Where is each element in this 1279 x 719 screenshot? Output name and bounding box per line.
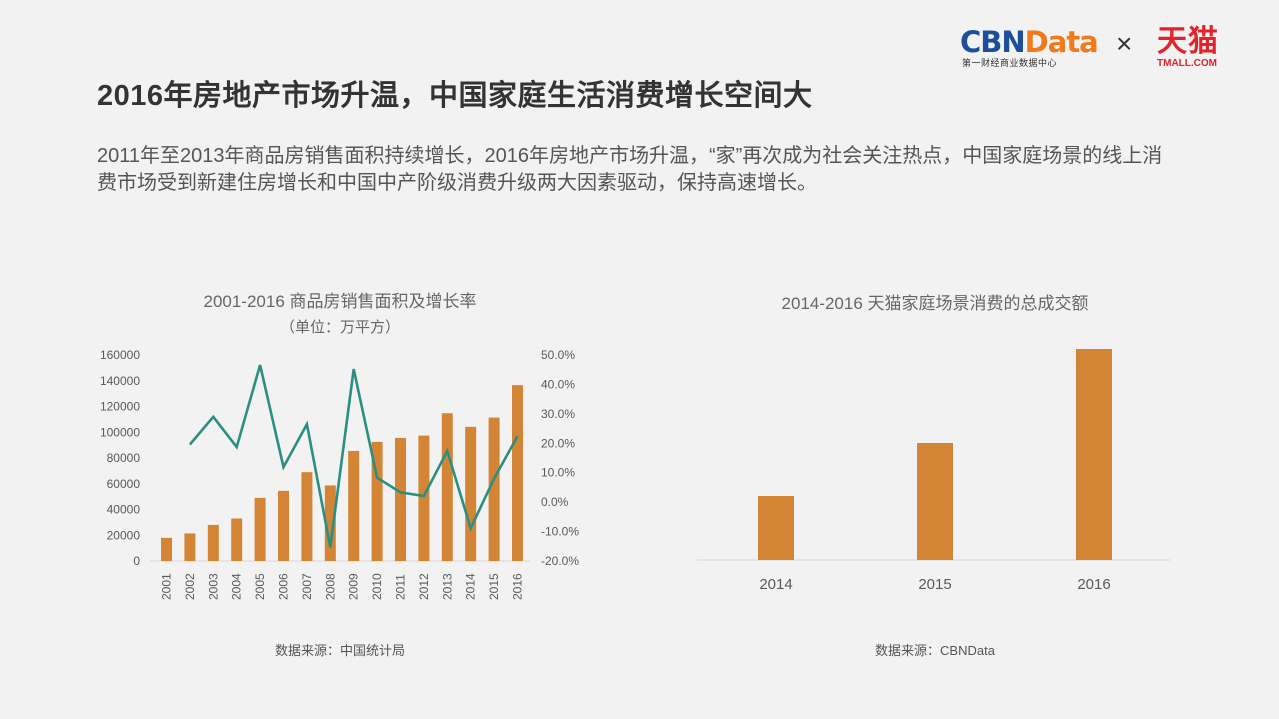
x-axis-year-label: 2012: [417, 573, 431, 600]
left-axis-tick: 100000: [100, 425, 140, 439]
left-chart-title: 2001-2016 商品房销售面积及增长率: [203, 292, 477, 311]
right-chart-source: 数据来源：CBNData: [875, 643, 995, 658]
area-bar: [161, 537, 172, 561]
area-bar: [231, 518, 243, 561]
logo-area: CBNData 第一财经商业数据中心 × 天猫 TMALL.COM: [960, 26, 1220, 76]
x-axis-year-label: 2007: [300, 573, 314, 600]
tmall-logo: 天猫: [1157, 25, 1219, 58]
left-axis-tick: 40000: [107, 503, 141, 517]
x-axis-year-label: 2004: [230, 573, 244, 600]
area-bar: [371, 441, 383, 561]
x-axis-year-label: 2002: [183, 573, 197, 600]
area-bar: [395, 437, 406, 561]
left-axis-tick: 120000: [100, 400, 140, 414]
area-bar: [348, 450, 360, 561]
x-axis-year-label: 2013: [440, 573, 454, 600]
area-bar: [441, 413, 453, 561]
right-axis-tick: 0.0%: [541, 495, 569, 509]
area-bar: [512, 385, 523, 561]
cbndata-logo-data: Data: [1024, 25, 1099, 59]
left-chart-source: 数据来源：中国统计局: [274, 643, 405, 658]
right-x-axis-year-label: 2014: [759, 576, 792, 593]
right-axis-tick: 10.0%: [541, 466, 575, 480]
cbndata-logo: CBNData: [960, 25, 1099, 59]
area-bar: [254, 497, 266, 561]
times-icon: ×: [1116, 28, 1133, 59]
area-bar: [184, 533, 196, 561]
x-axis-year-label: 2014: [464, 573, 478, 600]
area-bar: [488, 417, 500, 561]
right-x-axis-year-label: 2016: [1077, 576, 1110, 593]
area-bar: [324, 485, 336, 561]
right-x-axis-year-label: 2015: [918, 576, 951, 593]
left-axis-tick: 80000: [107, 451, 141, 465]
right-chart-title: 2014-2016 天猫家庭场景消费的总成交额: [781, 294, 1089, 313]
right-axis-tick: 30.0%: [541, 407, 575, 421]
gmv-bar: [758, 496, 794, 560]
left-axis-tick: 0: [133, 554, 140, 568]
x-axis-year-label: 2006: [277, 573, 291, 600]
growth-rate-line: [188, 364, 519, 548]
x-axis-year-label: 2016: [511, 573, 525, 600]
left-chart-subtitle: （单位：万平方）: [279, 319, 400, 336]
x-axis-year-label: 2001: [160, 573, 174, 600]
area-bar: [301, 472, 313, 561]
cbndata-logo-cbn: CBN: [960, 25, 1026, 59]
x-axis-year-label: 2010: [370, 573, 384, 600]
left-axis-tick: 160000: [100, 348, 140, 362]
area-bar: [207, 524, 219, 561]
right-axis-tick: 50.0%: [541, 348, 575, 362]
x-axis-year-label: 2011: [394, 574, 408, 600]
x-axis-year-label: 2003: [206, 573, 220, 600]
intro-paragraph: 2011年至2013年商品房销售面积持续增长，2016年房地产市场升温，“家”再…: [97, 145, 1163, 194]
gmv-bar: [1076, 349, 1112, 560]
gmv-bar: [917, 443, 953, 560]
area-bar: [418, 435, 430, 561]
left-axis-tick: 140000: [100, 374, 140, 388]
right-axis-tick: 20.0%: [541, 436, 575, 450]
right-axis-tick: 40.0%: [541, 377, 575, 391]
left-axis-tick: 20000: [107, 528, 141, 542]
page-title: 2016年房地产市场升温，中国家庭生活消费增长空间大: [97, 80, 813, 112]
left-axis-tick: 60000: [107, 477, 141, 491]
x-axis-year-label: 2008: [323, 573, 337, 600]
x-axis-year-label: 2015: [487, 573, 501, 600]
right-axis-tick: -20.0%: [541, 554, 579, 568]
area-bar: [465, 426, 477, 561]
area-bar: [278, 490, 289, 561]
cbndata-logo-subtitle: 第一财经商业数据中心: [962, 58, 1058, 68]
x-axis-year-label: 2009: [347, 573, 361, 600]
tmall-logo-subtitle: TMALL.COM: [1157, 58, 1217, 69]
x-axis-year-label: 2005: [253, 573, 267, 600]
right-axis-tick: -10.0%: [541, 525, 579, 539]
